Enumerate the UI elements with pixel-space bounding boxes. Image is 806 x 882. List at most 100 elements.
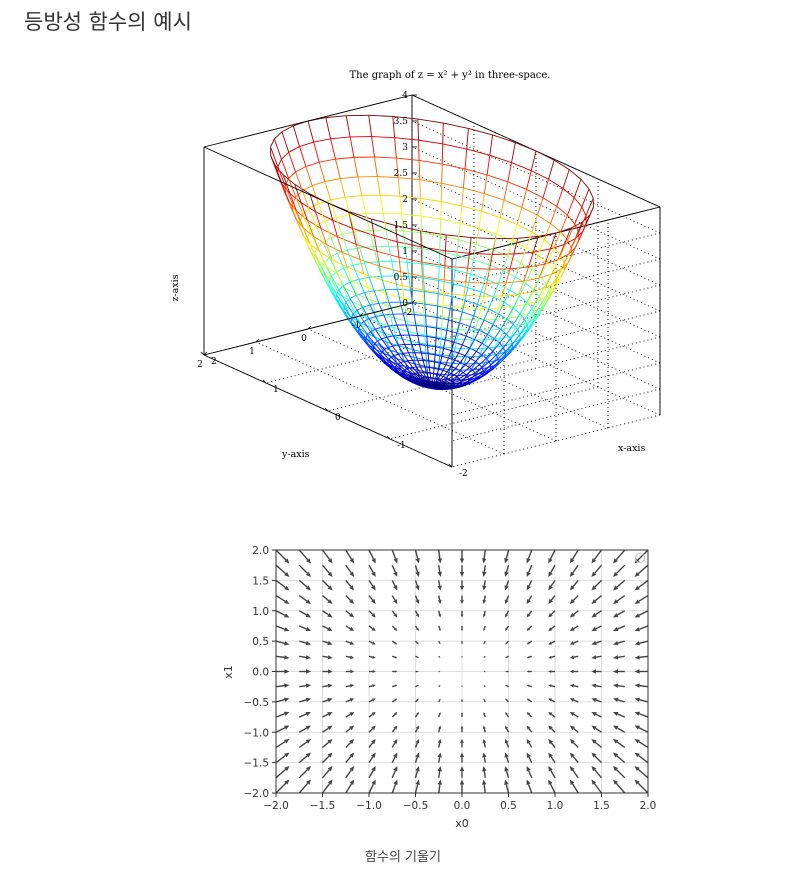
gradient-arrow-shaft [392, 685, 396, 688]
surface-plot-mesh [270, 114, 594, 390]
surface-mesh-spoke-segment [459, 364, 466, 371]
gradient-arrow-shaft [298, 727, 308, 733]
surface-mesh-ring-segment [351, 280, 368, 288]
gradient-arrow-shaft [322, 685, 329, 688]
surface-mesh-spoke-segment [563, 255, 572, 271]
gradient-arrow-head [305, 585, 312, 591]
surface-mesh-ring-segment [398, 345, 413, 351]
gradient-arrow-shaft [483, 580, 486, 587]
surface-mesh-spoke-segment [418, 378, 426, 383]
gradient-arrow-shaft [506, 610, 510, 615]
surface-mesh-spoke-segment [462, 168, 466, 188]
surface-mesh-ring-segment [470, 358, 476, 362]
surface-mesh-ring-segment [543, 239, 555, 248]
surface-mesh-ring-segment [386, 341, 400, 347]
surface-mesh-spoke-segment [436, 380, 442, 384]
gradient-arrow-head [612, 711, 619, 717]
surface-mesh-ring-segment [474, 362, 486, 365]
gradient-arrow-shaft [483, 610, 486, 615]
x-axis-tick-label: −1.5 [310, 800, 336, 812]
surface-mesh-spoke-segment [526, 312, 534, 324]
surface-mesh-ring-segment [319, 158, 336, 163]
surface-mesh-spoke-segment [537, 239, 545, 256]
surface-mesh-ring-segment [388, 245, 406, 248]
surface-mesh-spoke-segment [469, 339, 475, 349]
surface-mesh-spoke-segment [417, 335, 420, 345]
gradient-arrow-head [526, 641, 530, 645]
surface-mesh-spoke-segment [481, 370, 490, 377]
gradient-arrow-shaft [595, 625, 602, 630]
gradient-arrow-head [482, 558, 487, 564]
surface-mesh-ring-segment [538, 232, 557, 237]
surface-mesh-spoke-segment [542, 179, 550, 198]
gradient-arrow-shaft [438, 640, 441, 644]
surface-mesh-ring-segment [437, 378, 447, 380]
gradient-arrow-head [591, 779, 597, 785]
surface-mesh-spoke-segment [523, 266, 529, 282]
gradient-arrow-shaft [345, 564, 352, 574]
gradient-arrow-head [437, 558, 442, 564]
surface-mesh-spoke-segment [349, 214, 356, 232]
surface-mesh-spoke-segment [418, 160, 421, 180]
gradient-arrow-shaft [551, 655, 556, 658]
gradient-arrow-head [460, 628, 464, 631]
surface-mesh-ring-segment [450, 308, 463, 313]
surface-mesh-spoke-segment [475, 354, 483, 362]
surface-mesh-spoke-segment [457, 385, 464, 388]
surface-mesh-spoke-segment [294, 184, 302, 203]
surface-mesh-ring-segment [467, 287, 482, 293]
surface-mesh-spoke-segment [389, 350, 395, 358]
surface-mesh-ring-segment [442, 143, 467, 150]
gradient-arrow-shaft [391, 595, 396, 601]
surface-mesh-ring-segment [493, 358, 502, 362]
surface-mesh-spoke-segment [449, 296, 453, 309]
surface-mesh-spoke-segment [321, 267, 330, 282]
gradient-arrow-shaft [638, 727, 649, 733]
gradient-arrow-head [569, 571, 575, 577]
surface-mesh-spoke-segment [453, 269, 456, 284]
surface-mesh-spoke-segment [413, 314, 417, 326]
surface-mesh-spoke-segment [370, 341, 377, 350]
surface-mesh-spoke-segment [441, 348, 445, 357]
surface-mesh-spoke-segment [363, 292, 371, 306]
surface-mesh-spoke-segment [379, 345, 386, 355]
surface-mesh-spoke-segment [424, 303, 427, 316]
gradient-arrow-head [634, 752, 640, 758]
surface-mesh-spoke-segment [392, 345, 399, 355]
surface-mesh-ring-segment [296, 210, 308, 221]
gradient-arrow-shaft [638, 754, 649, 764]
surface-mesh-spoke-segment [343, 267, 351, 283]
surface-mesh-ring-segment [336, 214, 351, 218]
gradient-arrow-shaft [483, 728, 486, 733]
gradient-arrow-shaft [275, 625, 285, 630]
gradient-arrow-shaft [275, 713, 285, 718]
surface-mesh-spoke-segment [457, 369, 462, 376]
gradient-arrow-shaft [391, 580, 396, 587]
gradient-arrow-shaft [414, 713, 418, 718]
surface-mesh-spoke-segment [307, 120, 315, 143]
back-wall-gridline [411, 146, 661, 260]
gradient-arrow-shaft [275, 684, 285, 688]
surface-mesh-ring-segment [374, 156, 397, 159]
surface-mesh-spoke-segment [488, 296, 494, 310]
surface-mesh-spoke-segment [411, 344, 416, 353]
surface-mesh-ring-segment [453, 341, 463, 346]
gradient-arrow-shaft [550, 728, 556, 733]
surface-mesh-spoke-segment [438, 354, 441, 363]
surface-mesh-spoke-segment [411, 349, 415, 358]
surface-mesh-spoke-segment [358, 279, 365, 293]
surface-mesh-spoke-segment [464, 149, 468, 169]
surface-mesh-spoke-segment [370, 218, 375, 236]
surface-mesh-ring-segment [506, 318, 514, 325]
surface-mesh-spoke-segment [451, 356, 454, 364]
gradient-arrow-shaft [617, 625, 626, 630]
gradient-arrow-shaft [639, 699, 649, 703]
surface-mesh-spoke-segment [450, 368, 456, 374]
gradient-arrow-shaft [638, 610, 649, 616]
surface-mesh-spoke-segment [347, 249, 354, 266]
gradient-arrow-shaft [550, 564, 556, 573]
gradient-arrow-shaft [528, 699, 533, 703]
surface-mesh-spoke-segment [399, 302, 404, 315]
surface-mesh-spoke-segment [531, 254, 539, 270]
gradient-arrow-shaft [391, 640, 396, 644]
